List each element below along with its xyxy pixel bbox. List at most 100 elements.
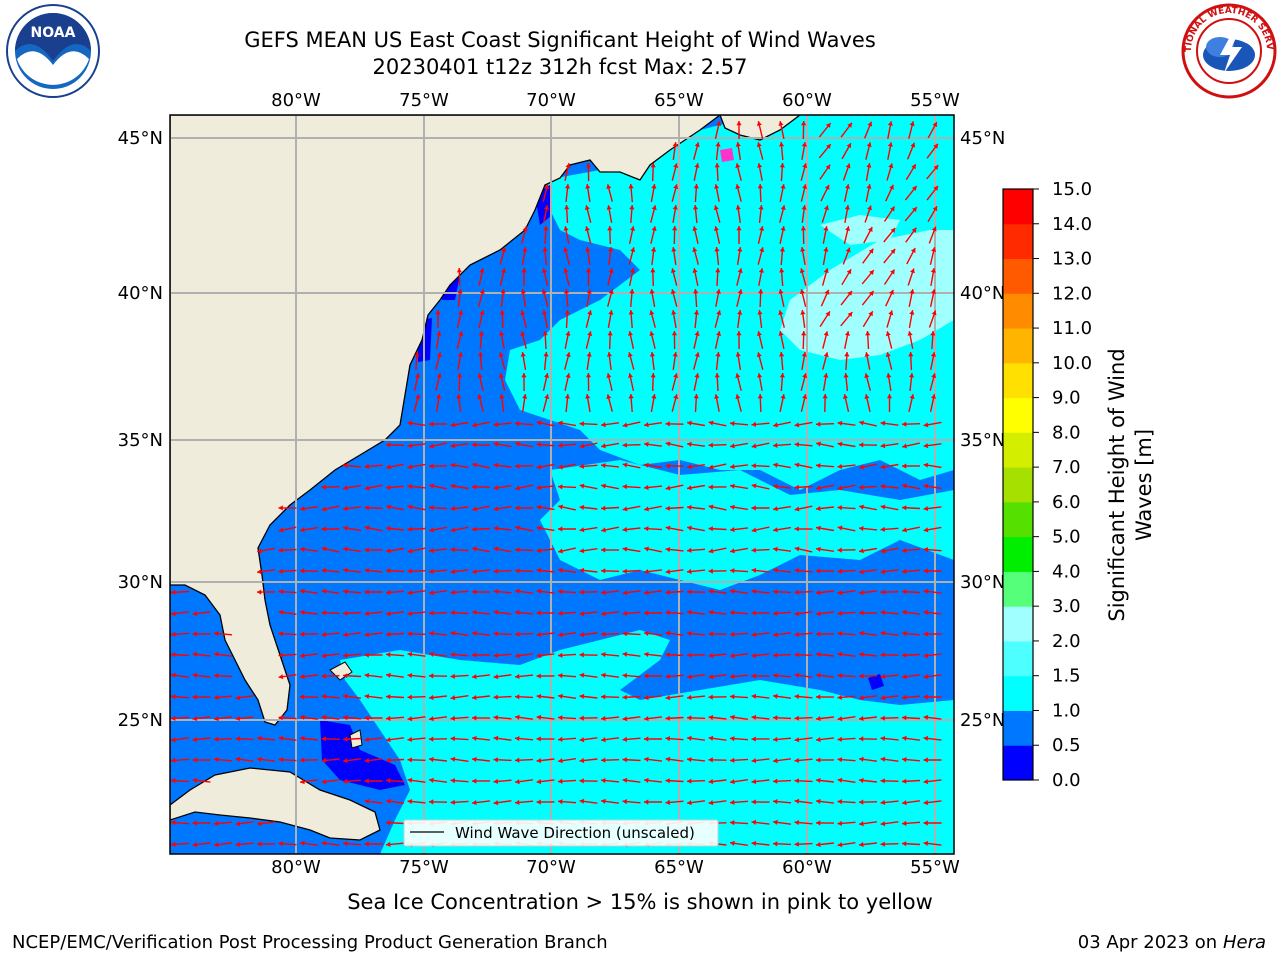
colorbar-tick-label: 12.0 (1052, 283, 1092, 304)
wind-wave-arrowhead (802, 163, 808, 169)
wind-wave-arrowhead (579, 798, 585, 804)
wind-wave-arrowhead (694, 163, 700, 168)
wind-wave-arrowhead (730, 610, 735, 616)
wind-wave-arrowhead (558, 420, 563, 426)
wind-wave-arrowhead (825, 311, 830, 317)
wind-wave-arrowhead (932, 206, 938, 212)
wind-wave-arrowhead (911, 227, 917, 233)
wind-wave-arrowhead (542, 331, 548, 336)
wind-wave-arrowhead (909, 121, 915, 127)
noaa-logo-text: NOAA (31, 25, 76, 41)
wind-wave-arrowhead (780, 226, 786, 231)
wind-wave-arrowhead (933, 165, 939, 170)
wind-wave-arrowhead (472, 506, 477, 512)
lat-label-right: 45°N (960, 128, 1005, 149)
wind-wave-arrowhead (714, 394, 720, 399)
wind-wave-arrowhead (837, 651, 843, 657)
wind-wave-arrowhead (606, 184, 612, 190)
wind-wave-arrowhead (751, 779, 757, 785)
wind-wave-arrowhead (859, 715, 864, 722)
wind-wave-arrowhead (601, 694, 606, 700)
wind-wave-arrowhead (730, 736, 735, 742)
wind-wave-arrowhead (737, 289, 743, 295)
wind-wave-arrowhead (407, 568, 412, 574)
wind-wave-arrowhead (837, 547, 842, 553)
colorbar-tick-label: 14.0 (1052, 214, 1092, 235)
wind-wave-arrowhead (687, 757, 692, 763)
wind-wave-arrowhead (493, 652, 498, 658)
wind-wave-arrowhead (923, 631, 928, 637)
wind-wave-arrowhead (687, 715, 692, 721)
wind-wave-arrowhead (493, 757, 498, 763)
wind-wave-arrowhead (192, 651, 198, 657)
wind-wave-arrowhead (779, 352, 785, 357)
wind-wave-arrowhead (644, 462, 649, 468)
wind-wave-arrowhead (458, 310, 464, 315)
wind-wave-arrowhead (902, 694, 907, 700)
wind-wave-arrowhead (846, 143, 851, 149)
wind-wave-arrowhead (587, 331, 593, 337)
wind-wave-arrowhead (622, 716, 628, 722)
wind-wave-arrowhead (845, 247, 851, 253)
wind-wave-arrowhead (859, 526, 864, 532)
wind-wave-arrowhead (644, 441, 649, 447)
wind-wave-arrowhead (671, 331, 677, 336)
wind-wave-arrowhead (773, 819, 778, 825)
wind-wave-arrowhead (773, 610, 778, 616)
wind-wave-arrowhead (923, 694, 928, 700)
wind-wave-arrowhead (321, 526, 326, 532)
wind-wave-arrowhead (794, 672, 800, 678)
wind-wave-arrowhead (536, 567, 542, 573)
wind-wave-arrowhead (563, 289, 570, 294)
wind-wave-arrowhead (450, 462, 456, 468)
wind-wave-arrowhead (479, 289, 485, 295)
lat-label-left: 35°N (118, 430, 163, 451)
wind-wave-arrowhead (436, 331, 442, 336)
wind-wave-arrowhead (794, 798, 800, 804)
wind-wave-arrowhead (794, 589, 799, 595)
wind-wave-arrowhead (665, 525, 671, 531)
wind-wave-arrowhead (751, 693, 757, 699)
wind-wave-arrowhead (902, 421, 907, 427)
wind-wave-arrowhead (565, 352, 571, 358)
wind-wave-arrowhead (843, 373, 849, 378)
wind-wave-arrowhead (515, 463, 520, 469)
wind-wave-arrowhead (429, 756, 434, 763)
wind-wave-arrowhead (880, 715, 885, 721)
wind-wave-arrowhead (880, 736, 886, 742)
wind-wave-arrowhead (923, 547, 928, 553)
wind-wave-arrowhead (585, 247, 591, 252)
wind-wave-arrowhead (651, 184, 657, 189)
wind-wave-arrowhead (601, 798, 606, 804)
wind-wave-arrowhead (321, 588, 327, 594)
wind-wave-arrowhead (889, 289, 894, 295)
wind-wave-arrowhead (278, 527, 284, 533)
wind-wave-arrowhead (902, 715, 907, 721)
wind-wave-arrowhead (386, 484, 391, 490)
wind-wave-arrowhead (909, 289, 915, 294)
wind-wave-arrowhead (931, 310, 937, 316)
wind-wave-arrowhead (780, 184, 786, 189)
wind-wave-arrowhead (478, 331, 484, 336)
wind-wave-arrowhead (714, 163, 720, 168)
wind-wave-arrowhead (644, 422, 649, 428)
wind-wave-arrowhead (192, 757, 197, 763)
wind-wave-arrowhead (171, 778, 176, 784)
wind-wave-arrowhead (794, 546, 800, 552)
wind-wave-arrowhead (429, 463, 434, 469)
wind-wave-arrowhead (780, 394, 786, 399)
wind-wave-arrowhead (321, 673, 326, 679)
wind-wave-arrowhead (780, 205, 786, 211)
wind-wave-arrowhead (278, 609, 284, 615)
colorbar-segment (1003, 536, 1033, 572)
wind-wave-arrowhead (708, 484, 713, 490)
wind-wave-arrowhead (673, 163, 679, 168)
wind-wave-arrowhead (450, 589, 455, 595)
lat-label-left: 40°N (118, 283, 163, 304)
wind-wave-arrowhead (536, 632, 542, 638)
wind-wave-arrowhead (515, 485, 520, 491)
wind-wave-arrowhead (343, 736, 348, 742)
wind-wave-arrowhead (558, 504, 563, 510)
wind-wave-arrowhead (693, 394, 699, 399)
wind-wave-arrowhead (478, 352, 484, 357)
